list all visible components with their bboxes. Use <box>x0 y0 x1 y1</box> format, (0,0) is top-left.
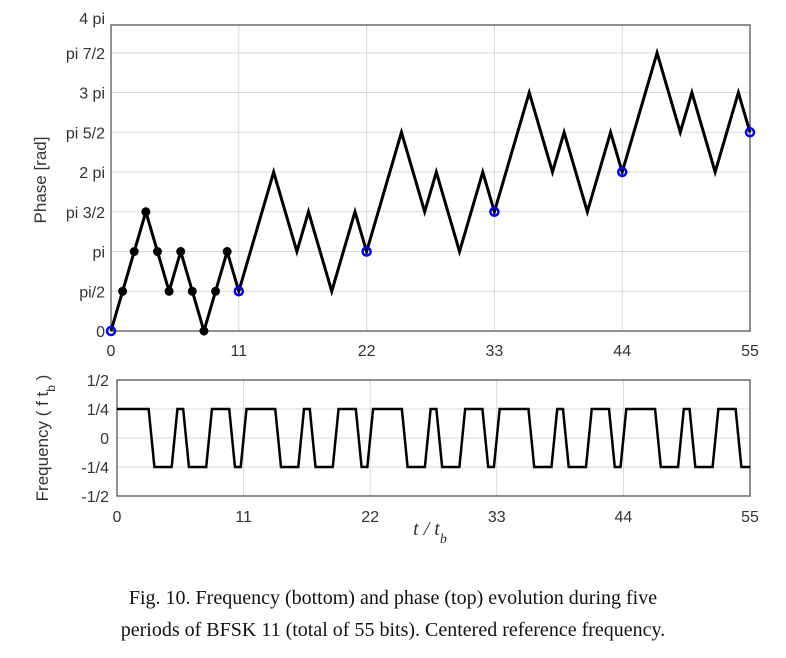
period-marker <box>744 127 756 138</box>
period-marker <box>105 325 117 337</box>
x-tick-label: 55 <box>741 509 759 526</box>
y-tick-label: -1/2 <box>81 489 109 506</box>
x-tick-label: 11 <box>235 509 252 526</box>
bit-marker <box>152 247 162 257</box>
frequency-plot: -1/2 -1/4 0 1/4 1/2 0 11 22 33 44 55 <box>81 373 759 526</box>
y-tick-label: pi <box>93 245 105 262</box>
caption-line-2: periods of BFSK 11 (total of 55 bits). C… <box>120 619 666 641</box>
x-tick-label: 44 <box>615 509 633 526</box>
bit-marker <box>199 326 209 336</box>
x-tick-label: 11 <box>230 343 247 360</box>
plot-frame <box>110 24 751 332</box>
plot-frame <box>116 379 751 497</box>
phase-ylabel: Phase [rad] <box>31 137 50 224</box>
figure: 0 pi/2 pi pi 3/2 2 pi pi 5/2 3 pi pi 7/2 4 pi 0 11… <box>31 11 759 547</box>
y-tick-label: pi/2 <box>79 284 105 301</box>
y-tick-label: pi 5/2 <box>66 125 105 142</box>
x-axis-label: t / tb <box>413 518 447 547</box>
y-tick-label: 1/4 <box>87 402 109 419</box>
x-tick-label: 44 <box>613 343 631 360</box>
y-tick-label: 3 pi <box>79 86 105 103</box>
bit-marker <box>187 286 197 296</box>
x-tick-label: 55 <box>741 343 759 360</box>
bit-marker <box>222 247 232 257</box>
bit-marker <box>211 286 221 296</box>
bit-marker <box>129 247 139 257</box>
y-tick-label: 0 <box>96 324 105 341</box>
caption-line-1: Fig. 10. Frequency (bottom) and phase (t… <box>128 587 658 609</box>
x-tick-label: 33 <box>486 343 504 360</box>
y-tick-label: -1/4 <box>81 460 109 477</box>
phase-line <box>109 47 752 337</box>
x-tick-label: 33 <box>488 509 506 526</box>
period-marker <box>616 166 628 178</box>
y-tick-label: 1/2 <box>87 373 109 390</box>
x-tick-label: 0 <box>107 343 116 360</box>
x-tick-label: 22 <box>361 509 379 526</box>
period-marker <box>233 286 245 297</box>
frequency-ylabel: Frequency ( f tb ) <box>33 375 58 502</box>
y-tick-label: pi 7/2 <box>66 46 105 63</box>
phase-plot: 0 pi/2 pi pi 3/2 2 pi pi 5/2 3 pi pi 7/2 4 pi 0 11… <box>66 11 759 360</box>
x-tick-label: 0 <box>113 509 122 526</box>
x-tick-label: 22 <box>358 343 376 360</box>
bit-marker <box>176 247 186 257</box>
frequency-line <box>117 407 750 469</box>
y-tick-label: 4 pi <box>79 11 105 28</box>
y-tick-label: 2 pi <box>79 165 105 182</box>
bit-marker <box>164 286 174 296</box>
y-tick-label: pi 3/2 <box>66 205 105 222</box>
bit-marker <box>118 286 128 296</box>
bit-marker <box>141 207 151 217</box>
y-tick-label: 0 <box>100 431 109 448</box>
period-marker <box>361 246 372 257</box>
period-marker <box>489 206 500 218</box>
